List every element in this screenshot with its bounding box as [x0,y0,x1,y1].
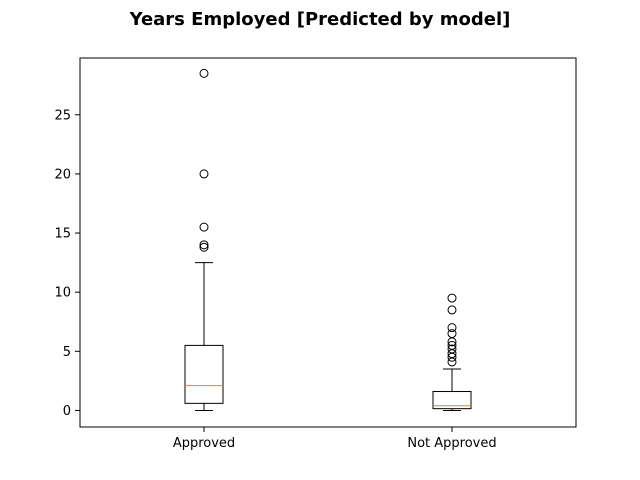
x-tick-label: Not Approved [407,436,496,451]
y-tick-label: 0 [63,404,71,419]
outlier-point [447,305,457,315]
outlier-point [199,222,209,232]
outlier-point [447,293,457,303]
outlier-point [199,240,209,250]
outlier-point [199,242,209,252]
outlier-point [447,323,457,333]
y-tick-label: 25 [54,108,71,123]
iqr-box [184,344,224,404]
iqr-box [432,391,472,410]
outlier-point [447,352,457,362]
chart-title: Years Employed [Predicted by model] [129,9,511,30]
outlier-point [199,169,209,179]
y-tick-label: 15 [54,227,71,242]
axes-frame [79,57,577,428]
x-tick-label: Approved [173,436,235,451]
outlier-point [199,68,209,78]
outlier-point [447,337,457,347]
outlier-point [447,329,457,339]
plot-area: 0 5 10 15 20 25 Approved Not Approved [54,57,577,451]
y-tick-label: 10 [54,286,71,301]
outlier-point [447,357,457,367]
y-tick-label: 20 [54,167,71,182]
y-tick-label: 5 [63,345,71,360]
